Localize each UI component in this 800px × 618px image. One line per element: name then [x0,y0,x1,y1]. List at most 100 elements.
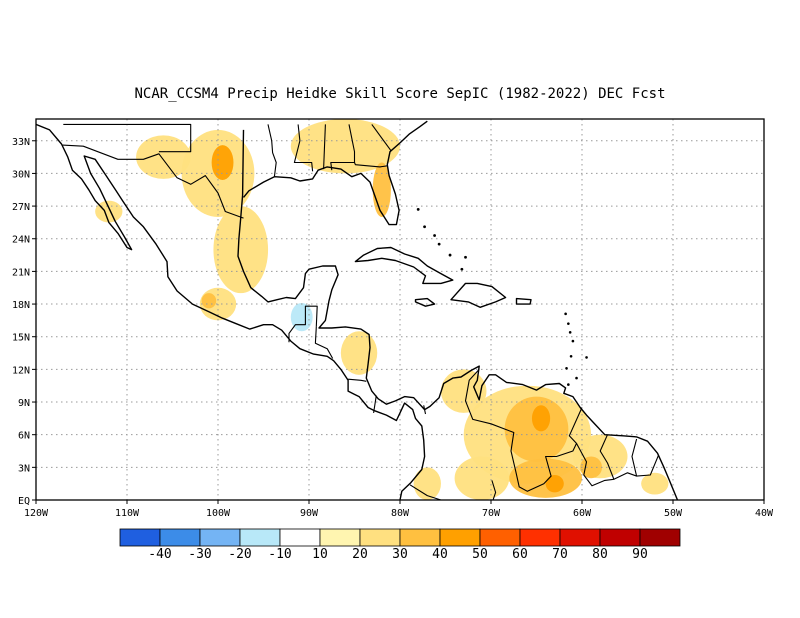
island-dot [437,242,441,246]
border-us-states [63,123,192,153]
colorbar-label: 50 [472,547,488,562]
shade-venezuela-hot [531,405,551,432]
y-tick-label: 9N [18,398,30,409]
y-tick-label: 30N [12,169,30,180]
colorbar-label: 90 [632,547,648,562]
border-costarica [373,395,377,413]
colorbar-label: 10 [312,547,328,562]
coast-atlantic [237,129,679,500]
island-dot [575,376,578,380]
border-frenchguiana [636,455,659,477]
colorbar-label: -30 [188,547,211,562]
colorbar-swatch [239,528,281,547]
coast-cuba [354,246,454,285]
x-tick-label: 40W [755,508,774,519]
shade-texas-core [211,145,234,180]
coastlines [36,120,679,500]
island-dot [585,356,588,359]
border-ga-fl [353,162,388,168]
colorbar-label: -20 [228,547,251,562]
colorbar-swatch [159,528,201,547]
island-dot [433,234,436,237]
coast-pacific [36,123,426,500]
shade-colombia-south [454,456,510,500]
y-tick-label: 18N [12,300,30,311]
colorbar-swatch [199,528,241,547]
border-venezuela [464,369,583,492]
island-dot [416,207,420,211]
colorbar-label: 20 [352,547,368,562]
colorbar-swatch [359,528,401,547]
colorbar-swatch [599,528,641,547]
shade-mexico-south-core [201,293,217,309]
x-tick-label: 120W [24,508,49,519]
island-dot [568,331,572,334]
x-axis-ticks: 120W 110W 100W 90W 80W 70W 60W 50W 40W [24,500,774,519]
shade-nicaragua [340,331,378,375]
x-tick-label: 80W [391,508,410,519]
colorbar-label: -10 [268,547,291,562]
border-us-mexico [62,144,244,219]
colorbar: -40 -30 -20 -10 10 20 30 40 50 60 70 80 90 [119,528,681,562]
colorbar-swatch [559,528,601,547]
y-tick-label: 12N [12,365,30,376]
colorbar-swatch [479,528,521,547]
map-title: NCAR_CCSM4 Precip Heidke Skill Score Sep… [134,86,666,102]
shade-baja [95,200,123,223]
colorbar-label: -40 [148,547,171,562]
border-tx-la [267,124,277,177]
border-la-ms [293,124,314,172]
shade-us-southeast [290,119,400,174]
y-axis-ticks: EQ 3N 6N 9N 12N 15N 18N 21N 24N 27N 30N 33N [12,137,36,507]
y-tick-label: 6N [18,431,30,442]
island-dot [571,339,575,343]
shade-brazil-east [641,472,669,495]
y-tick-label: 15N [12,333,30,344]
border-ms-al [323,124,326,170]
border-guatemala [288,305,318,343]
border-honduras [314,326,334,359]
island-dot [460,267,464,271]
island-dot [448,253,452,257]
y-tick-label: 24N [12,235,30,246]
colorbar-label: 40 [432,547,448,562]
x-tick-label: 70W [482,508,501,519]
x-tick-label: 100W [206,508,231,519]
y-tick-label: 21N [12,267,30,278]
island-dot [565,366,568,370]
y-tick-label: 33N [12,137,30,148]
shade-amazon-hot [545,474,564,493]
island-dot [564,312,567,316]
colorbar-swatch [319,528,361,547]
coast-hispaniola [450,282,507,308]
colorbar-swatch [119,528,161,547]
island-dot [567,383,570,386]
shade-amazon-north [509,458,582,498]
coast-jamaica [414,297,436,307]
border-guyana [576,434,615,487]
border-nicaragua [348,378,367,382]
grid-lines [36,119,764,500]
y-tick-label: 3N [18,463,30,474]
border-panama [423,405,427,415]
island-dot [569,355,573,358]
border-colombia-ecuador [409,484,444,500]
x-tick-label: 90W [300,508,319,519]
colorbar-label: 80 [592,547,608,562]
y-tick-label: 27N [12,202,30,213]
x-tick-label: 60W [573,508,592,519]
colorbar-swatch [279,528,321,547]
coast-us [242,120,428,226]
island-dot [464,255,467,259]
colorbar-label: 30 [392,547,408,562]
island-dot [567,322,570,325]
colorbar-swatch [439,528,481,547]
border-ga-sc [371,124,392,151]
shade-us-southwest [136,135,191,179]
coast-puertorico [515,297,532,305]
colorbar-swatch [639,528,681,547]
shade-yucatan-blue [313,265,332,288]
colorbar-label: 70 [552,547,568,562]
x-tick-label: 50W [664,508,683,519]
